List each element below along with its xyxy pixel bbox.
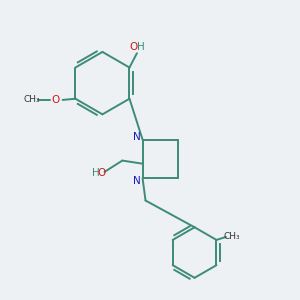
Text: O: O <box>129 42 137 52</box>
Text: CH₃: CH₃ <box>224 232 240 242</box>
Text: H: H <box>136 42 144 52</box>
Text: N: N <box>133 132 141 142</box>
Text: N: N <box>133 176 141 186</box>
Text: CH₃: CH₃ <box>23 95 40 104</box>
Text: O: O <box>98 168 106 178</box>
Text: H: H <box>92 168 100 178</box>
Text: O: O <box>51 95 60 105</box>
